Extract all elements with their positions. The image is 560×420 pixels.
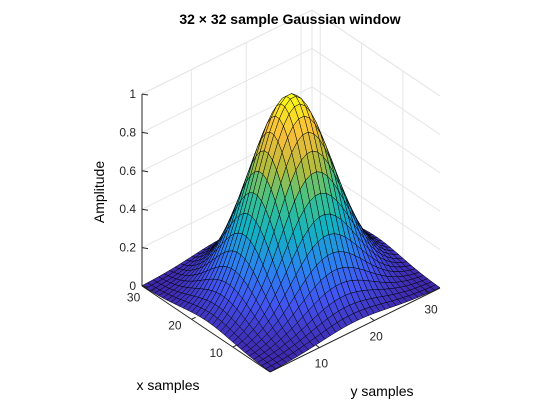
z-tick-mark [141, 247, 149, 250]
grid-line-z-back-right [311, 124, 441, 212]
z-tick-label: 1 [129, 87, 136, 101]
z-tick-label: 0.4 [119, 202, 136, 216]
x-tick-label: 10 [209, 346, 223, 360]
x-tick-mark [150, 289, 155, 292]
chart-title: 32 × 32 sample Gaussian window [179, 11, 400, 27]
z-tick-mark [141, 285, 149, 288]
z-tick-label: 0 [129, 279, 136, 293]
grid-line-z-back-right [311, 47, 441, 135]
y-axis-label: y samples [350, 383, 413, 399]
surface-facet [265, 365, 276, 372]
z-tick-mark [141, 131, 149, 134]
tick-layer: 0 0.2 0.4 0.6 0.8 1 10 20 30 10 20 30 [119, 87, 438, 371]
z-tick-mark [141, 93, 149, 96]
y-tick-mark [369, 317, 375, 321]
grid-line-z-back-left [141, 47, 313, 133]
z-axis-label: Amplitude [91, 161, 107, 223]
y-tick-label: 10 [315, 357, 329, 371]
x-tick-label: 30 [127, 291, 141, 305]
y-tick-label: 30 [424, 302, 438, 316]
surface-plot [141, 93, 441, 372]
y-tick-label: 20 [370, 330, 384, 344]
z-tick-label: 0.8 [119, 125, 136, 139]
y-axis-line [269, 287, 441, 373]
x-axis-line [141, 285, 271, 373]
x-axis-label: x samples [136, 377, 199, 393]
axis-layer [141, 94, 441, 373]
x-tick-mark [232, 344, 238, 348]
z-tick-mark [141, 170, 149, 173]
z-tick-mark [141, 208, 149, 211]
grid-line-z-back-right [311, 86, 441, 174]
box-edge-top-right [311, 9, 441, 97]
y-tick-mark [315, 344, 320, 349]
z-tick-label: 0.6 [119, 164, 136, 178]
z-tick-label: 0.2 [119, 241, 136, 255]
x-tick-label: 20 [168, 318, 182, 332]
box-edge-top-left [141, 9, 313, 95]
x-tick-mark [191, 316, 196, 320]
y-tick-mark [424, 290, 430, 294]
